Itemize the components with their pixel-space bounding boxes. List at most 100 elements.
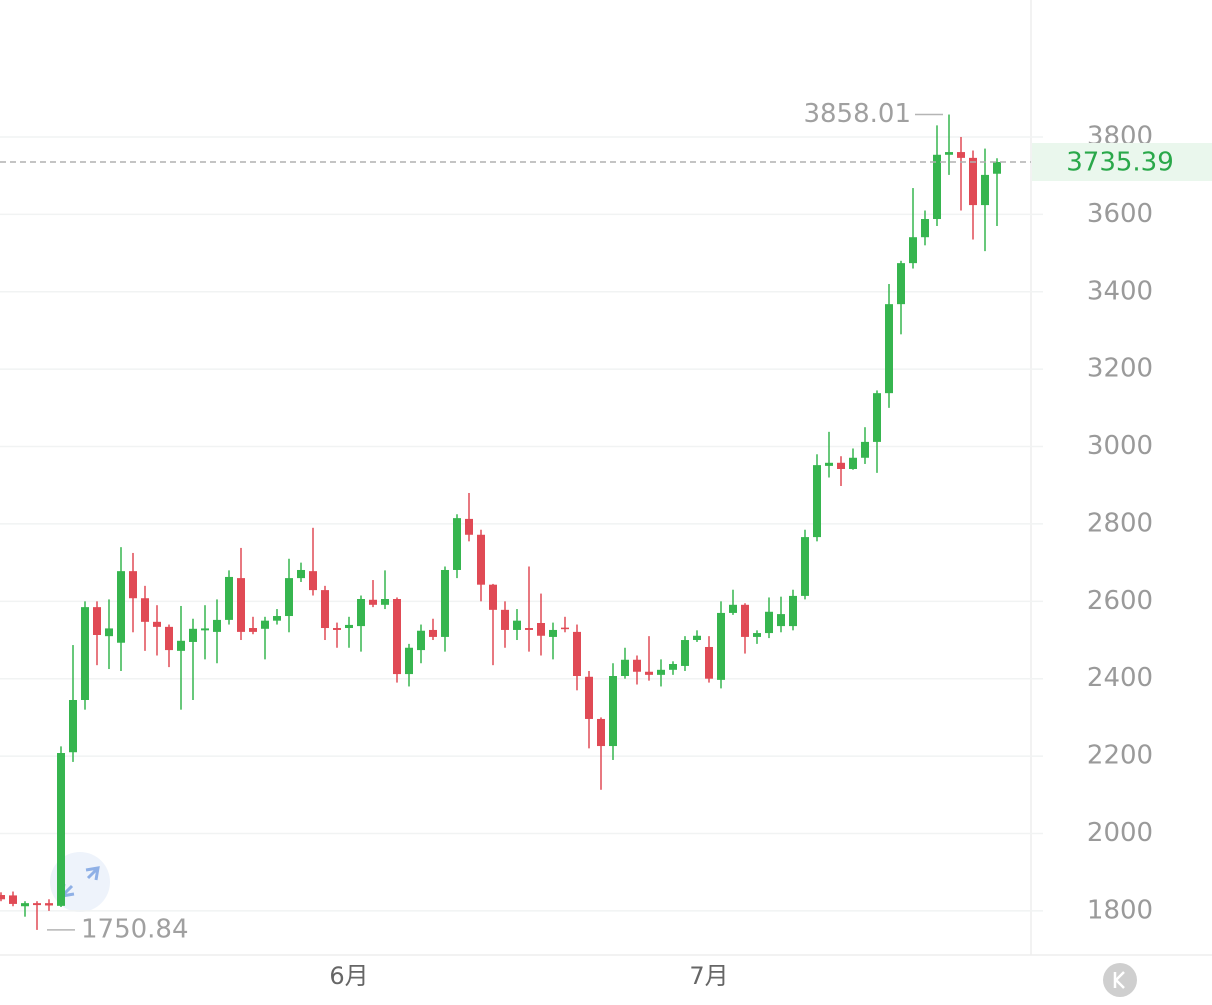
candle-body	[513, 620, 521, 630]
candle-body	[729, 604, 737, 613]
last-price-box	[1032, 142, 1212, 181]
candle-body	[525, 628, 533, 630]
candle-body	[993, 161, 1001, 174]
candle-body	[345, 624, 353, 629]
candle-body	[765, 611, 773, 634]
y-tick-label: 2400	[1087, 663, 1153, 693]
y-tick-label: 1800	[1087, 895, 1153, 925]
x-tick-label: 7月	[689, 962, 728, 990]
candle-body	[129, 571, 137, 599]
candle-body	[417, 630, 425, 651]
candle-body	[273, 616, 281, 621]
candle-body	[453, 518, 461, 570]
y-tick-label: 2000	[1087, 818, 1153, 848]
candle-body	[633, 659, 641, 672]
candle-body	[909, 237, 917, 264]
candle-body	[177, 640, 185, 651]
candle-body	[969, 157, 977, 206]
candle-body	[945, 152, 953, 155]
candle-body	[825, 462, 833, 466]
candle-body	[141, 598, 149, 622]
candle-body	[0, 895, 5, 900]
candle-body	[45, 903, 53, 906]
candle-body	[597, 718, 605, 747]
candle-body	[357, 599, 365, 627]
candle-body	[165, 626, 173, 651]
candle-body	[717, 612, 725, 680]
candle-body	[381, 599, 389, 605]
candle-body	[153, 621, 161, 627]
candle-body	[981, 174, 989, 206]
candle-body	[933, 154, 941, 220]
candle-body	[321, 590, 329, 629]
candle-body	[741, 604, 749, 637]
candle-body	[429, 629, 437, 637]
candle-body	[777, 614, 785, 627]
high-marker-label: 3858.01	[803, 99, 911, 129]
candle-body	[813, 465, 821, 538]
candle-body	[465, 518, 473, 535]
candle-body	[441, 569, 449, 637]
candle-body	[837, 462, 845, 469]
candle-body	[489, 584, 497, 610]
candle-body	[501, 609, 509, 630]
candle-body	[897, 263, 905, 305]
candle-body	[705, 646, 713, 679]
candle-body	[561, 627, 569, 630]
y-tick-label: 2200	[1087, 741, 1153, 771]
candle-body	[645, 671, 653, 675]
candle-body	[801, 537, 809, 596]
candle-body	[285, 578, 293, 617]
candle-body	[921, 219, 929, 238]
candle-body	[849, 457, 857, 469]
candle-body	[105, 628, 113, 637]
candle-body	[309, 571, 317, 591]
candle-body	[237, 578, 245, 632]
candle-body	[477, 534, 485, 585]
expand-icon	[60, 866, 100, 898]
candle-body	[81, 607, 89, 700]
candle-body	[261, 620, 269, 629]
candle-body	[57, 753, 65, 906]
candle-body	[681, 640, 689, 666]
candle-body	[861, 441, 869, 458]
low-marker-label: 1750.84	[81, 914, 189, 944]
candle-body	[549, 629, 557, 637]
candle-body	[249, 628, 257, 632]
candle-body	[225, 576, 233, 620]
candle-body	[333, 628, 341, 630]
candle-body	[585, 676, 593, 719]
k-bg	[1103, 963, 1137, 997]
candle-body	[609, 676, 617, 747]
candle-body	[885, 304, 893, 394]
candle-body	[21, 903, 29, 907]
candle-body	[201, 628, 209, 631]
candle-body	[9, 895, 17, 904]
candle-body	[621, 659, 629, 677]
candle-body	[93, 607, 101, 635]
candle-body	[957, 152, 965, 158]
candle-body	[189, 628, 197, 642]
candle-body	[573, 631, 581, 677]
candle-body	[669, 664, 677, 670]
y-tick-label: 2600	[1087, 586, 1153, 616]
candle-body	[393, 599, 401, 675]
candle-body	[213, 619, 221, 632]
candle-body	[69, 699, 77, 753]
y-tick-label: 3200	[1087, 354, 1153, 384]
candle-body	[537, 622, 545, 636]
y-tick-label: 3600	[1087, 199, 1153, 229]
candle-body	[657, 669, 665, 675]
last-price-label: 3735.39	[1066, 147, 1174, 177]
candle-body	[297, 569, 305, 579]
y-tick-label: 3400	[1087, 276, 1153, 306]
candle-body	[873, 393, 881, 442]
candle-body	[405, 647, 413, 675]
y-tick-label: 3000	[1087, 431, 1153, 461]
candle-body	[753, 633, 761, 637]
candle-body	[789, 595, 797, 627]
k-button[interactable]	[1103, 963, 1137, 997]
x-tick-label: 6月	[329, 962, 368, 990]
